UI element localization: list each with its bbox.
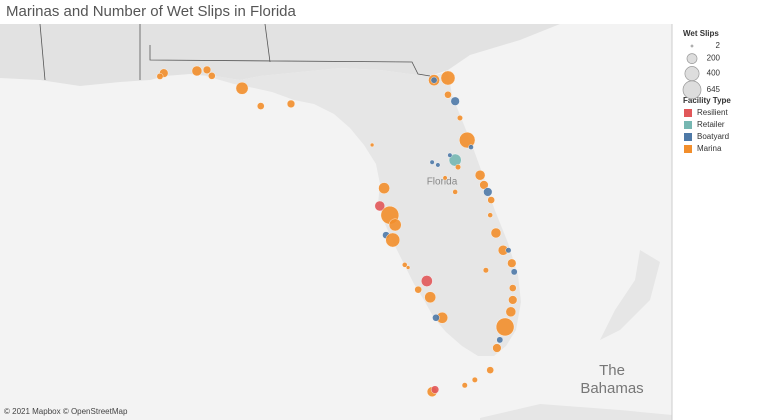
marina-bubble — [505, 247, 512, 254]
marina-bubble — [487, 196, 495, 204]
legend-label: 2 — [716, 41, 721, 50]
marina-bubble — [156, 73, 164, 80]
marina-bubble — [208, 72, 216, 80]
marina-bubble — [510, 268, 518, 276]
marina-bubble — [429, 159, 435, 165]
marina-bubble — [496, 336, 504, 344]
marina-bubble — [492, 343, 502, 353]
marina-bubble — [455, 164, 461, 171]
marina-bubble — [471, 376, 478, 383]
marina-bubble — [508, 295, 518, 305]
legend-label: Boatyard — [697, 132, 729, 141]
country-label: Bahamas — [580, 380, 643, 397]
basemap — [0, 23, 673, 420]
legend-swatch — [684, 109, 692, 117]
marina-bubble — [421, 275, 433, 287]
marina-bubble — [202, 65, 212, 74]
marina-bubble — [507, 258, 517, 268]
legend-swatch — [684, 133, 692, 141]
marina-bubble — [444, 90, 452, 99]
marina-bubble — [369, 142, 375, 148]
marina-bubble — [385, 232, 401, 248]
legend-label: 400 — [707, 69, 721, 78]
legend-title: Wet Slips — [683, 29, 719, 38]
florida-land — [190, 68, 521, 356]
marina-bubble — [435, 162, 441, 168]
marina-bubble — [482, 267, 489, 274]
marina-bubble — [378, 182, 390, 194]
legend-label: Retailer — [697, 120, 725, 129]
marina-bubble — [490, 227, 502, 239]
attribution: © 2021 Mapbox © OpenStreetMap — [4, 407, 128, 416]
marina-bubble — [430, 385, 440, 394]
marina-bubble — [447, 152, 453, 158]
legend-label: 645 — [707, 85, 721, 94]
marina-bubble — [474, 169, 486, 181]
legend-size — [682, 80, 702, 100]
marina-bubble — [479, 180, 489, 190]
legend-label: Marina — [697, 144, 722, 153]
country-label: The — [599, 362, 625, 379]
marina-bubble — [191, 65, 203, 77]
marina-bubble — [414, 285, 422, 294]
state-border — [39, 23, 431, 81]
legend-label: 200 — [707, 54, 721, 63]
legend-swatch — [684, 145, 692, 153]
marina-bubble — [432, 314, 440, 322]
marina-bubble — [257, 102, 265, 110]
marina-bubble — [405, 265, 411, 270]
marina-bubble — [459, 131, 476, 149]
marina-bubble — [505, 306, 517, 318]
legend-size — [684, 66, 700, 82]
legend-swatch — [684, 121, 692, 129]
bahamas-land — [600, 250, 660, 340]
marina-bubble — [486, 366, 494, 374]
marina-bubble — [430, 76, 438, 84]
marina-bubble — [509, 284, 517, 292]
legend-label: Resilient — [697, 108, 728, 117]
marina-bubble — [452, 189, 458, 195]
marina-bubble — [468, 144, 474, 150]
legend-size — [690, 44, 694, 48]
marina-bubble — [440, 70, 456, 86]
marina-bubble — [461, 382, 468, 389]
title: Marinas and Number of Wet Slips in Flori… — [6, 3, 296, 20]
marina-bubble — [235, 81, 249, 95]
marina-bubble — [442, 175, 448, 181]
marina-bubble — [450, 96, 460, 106]
marina-bubble — [424, 291, 437, 304]
marina-bubble — [388, 218, 402, 232]
legend-size — [686, 53, 698, 64]
legend-title: Facility Type — [683, 96, 731, 105]
marina-bubble — [448, 153, 462, 167]
marina-bubble — [402, 262, 408, 268]
state-label: Florida — [427, 177, 458, 188]
marina-bubble — [457, 115, 463, 121]
marina-bubble — [374, 200, 386, 212]
marina-bubble — [487, 212, 493, 218]
cuba-land — [480, 404, 672, 420]
marina-bubble — [483, 187, 493, 197]
marina-bubble — [495, 317, 515, 337]
marina-bubble — [286, 99, 296, 109]
